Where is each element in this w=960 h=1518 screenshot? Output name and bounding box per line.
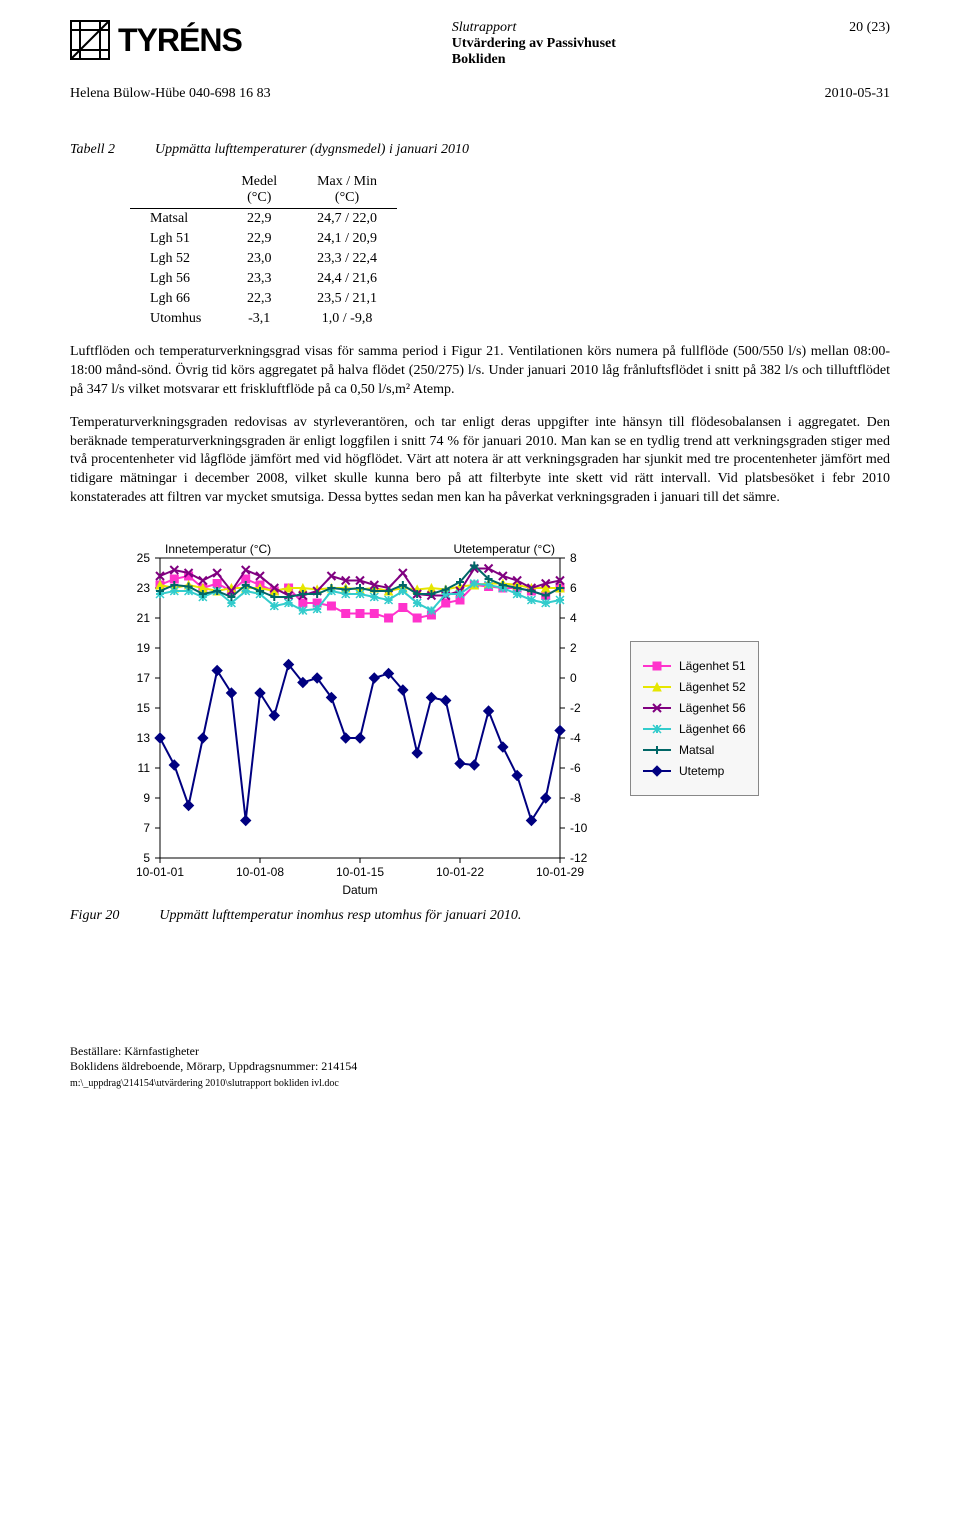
svg-text:8: 8: [570, 551, 577, 565]
svg-text:10-01-22: 10-01-22: [436, 865, 484, 879]
svg-text:7: 7: [143, 821, 150, 835]
col-maxmin: Max / Min(°C): [297, 172, 397, 209]
svg-text:-12: -12: [570, 851, 588, 865]
page-footer: Beställare: Kärnfastigheter Boklidens äl…: [70, 1044, 890, 1089]
svg-text:23: 23: [137, 581, 151, 595]
legend-item: Matsal: [643, 743, 746, 757]
svg-text:-6: -6: [570, 761, 581, 775]
table-caption: Tabell 2 Uppmätta lufttemperaturer (dygn…: [70, 142, 890, 158]
logo-block: TYRÉNS: [70, 20, 242, 60]
legend-item: Lägenhet 51: [643, 659, 746, 673]
svg-text:17: 17: [137, 671, 151, 685]
doc-date: 2010-05-31: [825, 86, 890, 102]
header-center: Slutrapport Utvärdering av Passivhuset B…: [242, 20, 830, 68]
page-header: TYRÉNS Slutrapport Utvärdering av Passiv…: [70, 20, 890, 68]
brand-name: TYRÉNS: [118, 22, 242, 59]
svg-text:10-01-15: 10-01-15: [336, 865, 384, 879]
figure-caption-text: Uppmätt lufttemperatur inomhus resp utom…: [159, 908, 521, 924]
svg-text:0: 0: [570, 671, 577, 685]
doc-type: Slutrapport: [452, 20, 830, 36]
svg-text:9: 9: [143, 791, 150, 805]
svg-text:10-01-29: 10-01-29: [536, 865, 584, 879]
doc-title-2: Bokliden: [452, 52, 830, 68]
svg-text:21: 21: [137, 611, 151, 625]
svg-text:10-01-01: 10-01-01: [136, 865, 184, 879]
table-row: Lgh 5623,324,4 / 21,6: [130, 269, 397, 289]
svg-text:11: 11: [138, 761, 151, 775]
table-row: Utomhus-3,11,0 / -9,8: [130, 309, 397, 329]
svg-text:25: 25: [137, 551, 151, 565]
legend-item: Lägenhet 52: [643, 680, 746, 694]
author-info: Helena Bülow-Hübe 040-698 16 83: [70, 86, 271, 102]
footer-line-2: Boklidens äldreboende, Mörarp, Uppdragsn…: [70, 1059, 890, 1074]
table-caption-text: Uppmätta lufttemperaturer (dygnsmedel) i…: [155, 142, 469, 158]
chart-container: 252321191715131197586420-2-4-6-8-10-1210…: [100, 538, 890, 898]
footer-line-1: Beställare: Kärnfastigheter: [70, 1044, 890, 1059]
svg-text:Innetemperatur (°C): Innetemperatur (°C): [165, 542, 271, 556]
doc-title-1: Utvärdering av Passivhuset: [452, 36, 830, 52]
svg-text:-10: -10: [570, 821, 588, 835]
table-row: Matsal22,924,7 / 22,0: [130, 209, 397, 230]
svg-text:5: 5: [143, 851, 150, 865]
svg-text:19: 19: [137, 641, 151, 655]
temperature-table: Medel(°C) Max / Min(°C) Matsal22,924,7 /…: [130, 172, 397, 329]
svg-text:10-01-08: 10-01-08: [236, 865, 284, 879]
page-number: 20 (23): [830, 20, 890, 36]
paragraph-2: Temperaturverkningsgraden redovisas av s…: [70, 414, 890, 508]
legend-item: Utetemp: [643, 764, 746, 778]
table-row: Lgh 6622,323,5 / 21,1: [130, 289, 397, 309]
table-row: Lgh 5122,924,1 / 20,9: [130, 229, 397, 249]
temperature-chart: 252321191715131197586420-2-4-6-8-10-1210…: [100, 538, 620, 898]
legend-item: Lägenhet 66: [643, 722, 746, 736]
paragraph-1: Luftflöden och temperaturverkningsgrad v…: [70, 343, 890, 400]
figure-caption: Figur 20 Uppmätt lufttemperatur inomhus …: [70, 908, 890, 924]
svg-text:15: 15: [137, 701, 151, 715]
figure-number: Figur 20: [70, 908, 119, 924]
svg-text:6: 6: [570, 581, 577, 595]
svg-text:Datum: Datum: [342, 883, 377, 897]
footer-path: m:\_uppdrag\214154\utvärdering 2010\slut…: [70, 1078, 890, 1089]
svg-text:-2: -2: [570, 701, 581, 715]
svg-text:4: 4: [570, 611, 577, 625]
table-number: Tabell 2: [70, 142, 115, 158]
chart-legend: Lägenhet 51 Lägenhet 52 Lägenhet 56 Lägenhe…: [630, 641, 759, 796]
table-row: Lgh 5223,023,3 / 22,4: [130, 249, 397, 269]
col-medel: Medel(°C): [221, 172, 297, 209]
svg-text:-4: -4: [570, 731, 581, 745]
svg-text:Utetemperatur (°C): Utetemperatur (°C): [454, 542, 556, 556]
legend-item: Lägenhet 56: [643, 701, 746, 715]
svg-text:2: 2: [570, 641, 577, 655]
svg-text:13: 13: [137, 731, 151, 745]
svg-text:-8: -8: [570, 791, 581, 805]
logo-icon: [70, 20, 110, 60]
subheader: Helena Bülow-Hübe 040-698 16 83 2010-05-…: [70, 86, 890, 102]
col-empty: [130, 172, 221, 209]
